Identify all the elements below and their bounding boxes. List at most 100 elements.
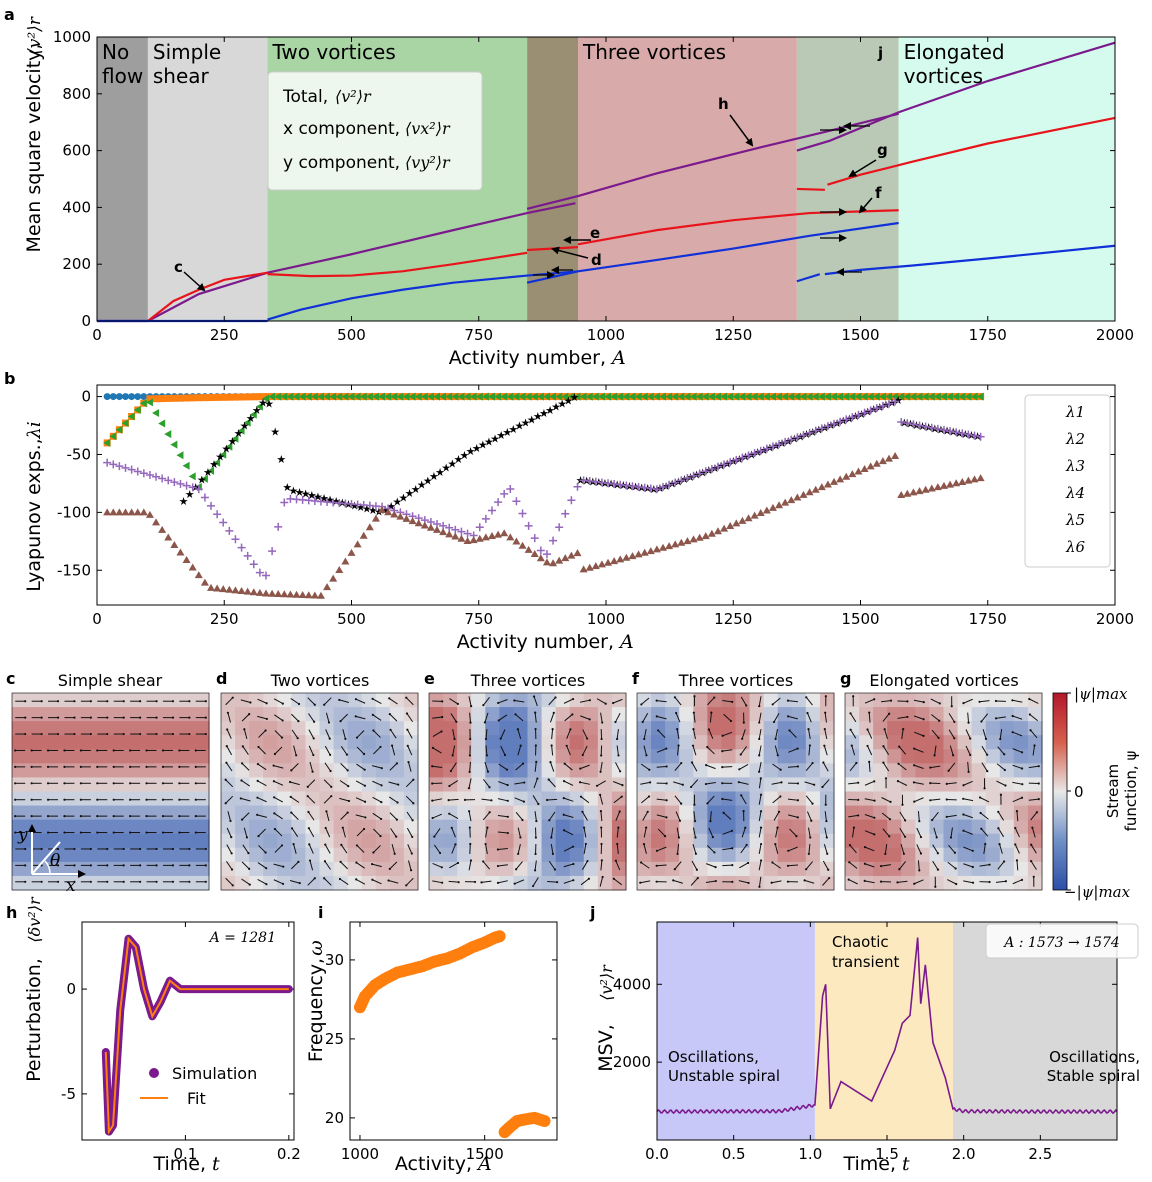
region-label-0: flow: [102, 64, 143, 88]
flow-arrow: [449, 780, 459, 787]
lyapunov-3-point: [231, 434, 239, 443]
flow-cell: [361, 805, 377, 821]
flow-cell: [96, 875, 112, 891]
lyapunov-6-point: [512, 537, 521, 545]
flow-cell: [152, 805, 168, 821]
flow-cell: [943, 791, 959, 807]
flow-arrow: [500, 745, 506, 756]
flow-cell: [819, 805, 835, 821]
lyapunov-6-point: [799, 490, 808, 498]
flow-arrow: [706, 863, 716, 868]
flow-cell: [166, 819, 182, 835]
flow-arrow: [563, 797, 574, 802]
flow-arrow: [981, 713, 989, 722]
flow-cell: [569, 721, 585, 736]
flow-arrow-head: [904, 819, 907, 822]
flow-cell: [40, 763, 55, 779]
flow-arrow: [324, 745, 331, 756]
flow-arrow: [583, 827, 587, 838]
lyapunov-5-point: [170, 478, 179, 487]
series-1-segment-4: [796, 187, 825, 191]
flow-cell: [513, 721, 529, 736]
flow-arrow: [468, 778, 472, 789]
flow-arrow-head: [569, 728, 572, 731]
flow-cell: [347, 721, 363, 736]
flow-arrow: [932, 844, 939, 854]
panel-a-ylabel-sym: ⟨v²⟩r: [25, 16, 45, 55]
flow-arrow-head: [665, 747, 668, 750]
flow-arrow-head: [713, 696, 716, 699]
flow-arrow: [963, 880, 974, 884]
flow-arrow: [707, 697, 715, 706]
flow-cell: [887, 721, 902, 736]
flow-arrow-head: [371, 862, 374, 866]
flow-cell: [110, 861, 126, 877]
lyapunov-6-point: [866, 462, 875, 470]
flow-cell: [124, 749, 140, 764]
flow-arrow: [596, 780, 606, 787]
flow-arrow-head: [161, 815, 165, 818]
flow-arrow: [674, 795, 682, 804]
flow-arrow: [616, 843, 619, 854]
lyapunov-6-point: [726, 522, 735, 530]
flow-arrow-head: [919, 852, 923, 855]
lyapunov-6-point: [158, 525, 167, 533]
flow-cell: [471, 819, 486, 835]
flow-cell: [82, 791, 98, 807]
lyapunov-6-point: [268, 589, 277, 597]
flow-arrow-head: [706, 745, 709, 749]
flow-arrow-head: [677, 744, 680, 747]
lyapunov-3-point: [323, 392, 331, 401]
flow-cell: [901, 875, 916, 891]
flow-arrow: [308, 827, 315, 838]
flow-arrow: [391, 745, 396, 756]
flow-arrow: [741, 827, 746, 838]
flow-cell: [819, 763, 835, 779]
flow-arrow: [881, 797, 891, 803]
flow-arrow: [406, 713, 414, 723]
lyapunov-5-point: [854, 410, 863, 419]
flow-arrow: [340, 713, 349, 722]
flow-arrow-head: [588, 699, 591, 702]
flow-cell: [791, 707, 807, 722]
lyapunov-3-point: [213, 458, 221, 467]
lyapunov-6-point: [579, 565, 588, 573]
flow-arrow: [967, 761, 970, 772]
flow-arrow: [657, 828, 666, 837]
flow-arrow-head: [194, 798, 197, 801]
a-ytick-label: 0: [81, 312, 91, 330]
flow-cell: [249, 833, 264, 849]
flow-arrow-head: [129, 831, 132, 834]
lyapunov-3-point: [188, 472, 196, 481]
flow-cell: [235, 763, 250, 779]
flow-cell: [429, 791, 444, 807]
flow-cell: [82, 721, 98, 736]
flow-arrow-head: [657, 729, 660, 732]
flow-arrow-head: [112, 765, 115, 768]
flow-cell: [166, 707, 182, 722]
flow-cell: [333, 735, 349, 750]
flow-cell: [555, 861, 571, 877]
lyapunov-3-point: [976, 392, 984, 401]
flow-arrow-head: [161, 798, 165, 801]
flow-arrow-head: [978, 700, 981, 703]
flow-cell: [541, 875, 557, 891]
flow-cell: [597, 791, 613, 807]
flow-arrow: [515, 713, 524, 722]
flow-arrow-head: [532, 695, 536, 698]
flow-arrow: [432, 862, 443, 868]
flow-arrow-head: [1014, 843, 1017, 846]
flow-cell: [845, 721, 860, 736]
flow-arrow: [309, 761, 314, 772]
flow-arrow: [787, 798, 798, 801]
flow-arrow: [948, 713, 955, 723]
a-xtick-label: 2000: [1096, 326, 1134, 344]
flow-cell: [194, 707, 210, 722]
flow-cell: [971, 861, 987, 877]
flow-arrow: [692, 745, 697, 756]
flow-cell: [665, 735, 680, 750]
colorbar: |ψ|max 0 −|ψ|max Stream function, ψ: [1052, 685, 1140, 901]
flow-arrow-head: [24, 732, 27, 736]
flow-arrow: [864, 780, 875, 786]
flow-arrow-head: [954, 867, 957, 870]
